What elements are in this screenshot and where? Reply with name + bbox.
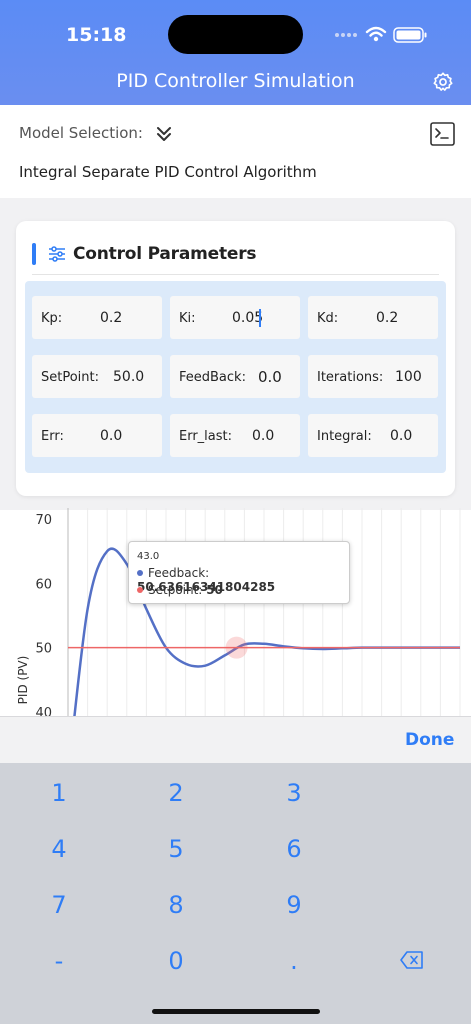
status-time: 15:18 bbox=[66, 24, 127, 46]
key-5[interactable]: 5 bbox=[168, 835, 184, 863]
key-1[interactable]: 1 bbox=[51, 779, 67, 807]
key-2[interactable]: 2 bbox=[168, 779, 184, 807]
key-3[interactable]: 3 bbox=[286, 779, 302, 807]
key-9[interactable]: 9 bbox=[286, 891, 302, 919]
terminal-icon[interactable] bbox=[430, 122, 455, 146]
tooltip-feedback-value: 50.63616341804285 bbox=[137, 580, 276, 594]
keyboard-accessory-bar bbox=[0, 716, 471, 763]
gear-icon[interactable] bbox=[432, 71, 454, 93]
card-divider bbox=[32, 274, 439, 275]
chevron-double-down-icon[interactable] bbox=[154, 124, 174, 144]
status-icons bbox=[335, 26, 427, 43]
param-err-label: Err: bbox=[41, 429, 64, 444]
tooltip-feedback-label: Feedback: bbox=[148, 566, 210, 580]
param-integral-input[interactable]: 0.0 bbox=[390, 428, 413, 444]
card-accent-bar bbox=[32, 243, 36, 265]
wifi-icon bbox=[365, 26, 387, 37]
param-iterations[interactable]: Iterations: 100 bbox=[308, 355, 438, 398]
param-iterations-label: Iterations: bbox=[317, 370, 384, 385]
pid-chart[interactable]: 70 60 50 40 PID (PV) bbox=[0, 508, 471, 718]
param-err-input[interactable]: 0.0 bbox=[100, 428, 123, 444]
app-header: 15:18 PID Controller Simulation bbox=[0, 0, 471, 105]
param-kp[interactable]: Kp: 0.2 bbox=[32, 296, 162, 339]
param-kd-input[interactable]: 0.2 bbox=[376, 310, 399, 326]
setpoint-legend-dot bbox=[137, 586, 143, 593]
param-integral[interactable]: Integral: 0.0 bbox=[308, 414, 438, 457]
param-feedback-input[interactable]: 0.0 bbox=[258, 368, 282, 386]
backspace-icon[interactable] bbox=[400, 950, 424, 970]
param-kd-label: Kd: bbox=[317, 311, 339, 326]
tooltip-x-value: 43.0 bbox=[137, 551, 160, 562]
key-8[interactable]: 8 bbox=[168, 891, 184, 919]
done-button[interactable]: Done bbox=[405, 730, 455, 750]
y-tick-label: 70 bbox=[35, 513, 52, 528]
page-title: PID Controller Simulation bbox=[116, 70, 355, 92]
dynamic-island bbox=[168, 15, 303, 54]
numeric-keyboard bbox=[0, 763, 471, 1024]
param-kd[interactable]: Kd: 0.2 bbox=[308, 296, 438, 339]
key-4[interactable]: 4 bbox=[51, 835, 67, 863]
y-tick-label: 40 bbox=[35, 706, 52, 718]
home-indicator bbox=[152, 1009, 320, 1014]
param-kp-input[interactable]: 0.2 bbox=[100, 310, 123, 326]
sliders-icon bbox=[49, 246, 65, 262]
param-err[interactable]: Err: 0.0 bbox=[32, 414, 162, 457]
battery-icon bbox=[393, 27, 427, 43]
param-integral-label: Integral: bbox=[317, 429, 372, 444]
card-title: Control Parameters bbox=[73, 244, 257, 264]
key-0[interactable]: 0 bbox=[168, 947, 184, 975]
tooltip-setpoint-value: 50 bbox=[206, 583, 223, 597]
signal-dots-icon bbox=[335, 33, 357, 37]
key-minus[interactable]: - bbox=[54, 947, 64, 975]
param-setpoint-input[interactable]: 50.0 bbox=[113, 369, 145, 385]
key-6[interactable]: 6 bbox=[286, 835, 302, 863]
chart-tooltip: 43.0 Feedback: 50.63616341804285 Setpoin… bbox=[128, 541, 350, 604]
param-ki-label: Ki: bbox=[179, 311, 196, 326]
y-axis-label: PID (PV) bbox=[16, 656, 30, 705]
tooltip-setpoint-row: Setpoint: 50 bbox=[137, 583, 223, 597]
param-feedback-label: FeedBack: bbox=[179, 370, 246, 385]
param-err-last-input[interactable]: 0.0 bbox=[252, 428, 275, 444]
param-setpoint-label: SetPoint: bbox=[41, 370, 100, 385]
model-selection-label: Model Selection: bbox=[19, 124, 143, 142]
hover-marker bbox=[225, 636, 248, 659]
model-selection-value[interactable]: Integral Separate PID Control Algorithm bbox=[19, 163, 317, 181]
param-ki-input[interactable]: 0.05 bbox=[232, 310, 264, 326]
feedback-legend-dot bbox=[137, 569, 143, 576]
param-feedback[interactable]: FeedBack: 0.0 bbox=[170, 355, 300, 398]
param-ki[interactable]: Ki: 0.05 bbox=[170, 296, 300, 339]
tooltip-feedback-row: Feedback: 50.63616341804285 bbox=[137, 566, 349, 594]
key-decimal[interactable]: . bbox=[290, 947, 298, 975]
param-err-last[interactable]: Err_last: 0.0 bbox=[170, 414, 300, 457]
param-err-last-label: Err_last: bbox=[179, 429, 233, 444]
y-tick-label: 60 bbox=[35, 577, 52, 592]
key-7[interactable]: 7 bbox=[51, 891, 67, 919]
tooltip-setpoint-label: Setpoint: bbox=[148, 583, 203, 597]
param-setpoint[interactable]: SetPoint: 50.0 bbox=[32, 355, 162, 398]
param-kp-label: Kp: bbox=[41, 311, 63, 326]
text-cursor bbox=[259, 309, 261, 327]
param-iterations-input[interactable]: 100 bbox=[395, 369, 422, 385]
y-tick-label: 50 bbox=[35, 642, 52, 657]
